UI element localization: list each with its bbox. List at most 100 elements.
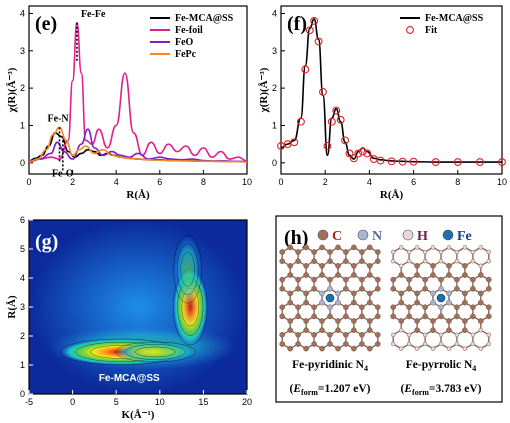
carbon-atom [390, 304, 397, 311]
carbon-atom [327, 258, 333, 265]
x-tick-label: 8 [201, 177, 206, 187]
carbon-atom [327, 276, 333, 283]
carbon-atom [398, 290, 405, 297]
fit-point [398, 157, 407, 166]
contour-line [125, 344, 186, 360]
nitrogen-atom [335, 299, 341, 306]
heatmap-blob-3 [173, 235, 202, 304]
carbon-atom [279, 249, 286, 255]
carbon-atom [287, 299, 294, 306]
nitrogen-atom [327, 285, 333, 292]
x-tick-label: 2 [323, 177, 328, 187]
nitrogen-atom [335, 290, 341, 297]
x-tick-label: 15 [198, 397, 208, 407]
panel-label: (e) [35, 13, 57, 35]
carbon-atom [295, 276, 301, 283]
hydrogen-atom [446, 346, 452, 351]
y-tick-label: 2 [20, 331, 25, 341]
carbon-atom [295, 249, 301, 255]
carbon-atom [311, 276, 317, 283]
atom-legend-h: H [402, 229, 428, 244]
hydrogen-atom [391, 332, 396, 337]
carbon-atom [303, 290, 309, 297]
carbon-atom [390, 285, 397, 292]
carbon-atom [351, 345, 357, 352]
carbon-atom [343, 249, 349, 255]
fit-point [290, 138, 299, 147]
y-tick-label: 1 [20, 360, 25, 370]
panel-e: 0 2 4 6 8 10 0 1 2 3 4 R(Å) χ(R)(Å⁻³) Fe-MCA@SSFe-foi… [6, 5, 252, 201]
hydrogen-atom [414, 245, 420, 250]
carbon-atom [422, 313, 428, 320]
carbon-atom [477, 299, 484, 306]
carbon-atom [477, 318, 484, 324]
series-line-1 [28, 21, 248, 162]
x-tick-label: 20 [242, 397, 252, 407]
legend-marker [406, 26, 414, 34]
carbon-atom [454, 304, 460, 311]
carbon-atom [343, 341, 349, 347]
carbon-atom [351, 327, 357, 334]
carbon-atom [359, 249, 365, 255]
fit-point [332, 106, 341, 115]
carbon-atom [454, 313, 460, 320]
fit-point [358, 147, 367, 156]
carbon-atom [287, 290, 294, 297]
carbon-atom [279, 258, 286, 265]
carbon-atom [398, 299, 405, 306]
carbon-atom [351, 318, 357, 324]
y-tick-label: 2 [272, 83, 277, 93]
fit-point [349, 154, 358, 163]
carbon-atom [335, 318, 341, 324]
carbon-atom [311, 249, 317, 255]
hydrogen-atom [478, 328, 483, 333]
carbon-atom [295, 285, 301, 292]
carbon-atom [390, 276, 397, 283]
carbon-atom [351, 290, 357, 297]
panel-label: (g) [35, 231, 58, 253]
fit-point [310, 16, 319, 25]
y-tick-label: 4 [20, 8, 25, 18]
structure-name-text: Fe-pyrrolic N [406, 359, 473, 371]
hydrogen-atom [391, 341, 396, 347]
fit-point [301, 65, 310, 74]
carbon-atom [477, 290, 484, 297]
peak-annotation: Fe-N [48, 113, 70, 124]
carbon-atom [462, 299, 468, 306]
carbon-atom [279, 285, 286, 292]
hydrogen-atom [422, 341, 428, 347]
y-tick-label: 4 [272, 8, 277, 18]
carbon-atom [311, 285, 317, 292]
contour-line [176, 243, 199, 296]
carbon-atom [462, 327, 468, 334]
carbon-atom [359, 258, 365, 265]
panel-label: (h) [284, 227, 308, 249]
carbon-atom [359, 331, 365, 338]
y-axis-label: χ(R)(Å⁻³) [6, 67, 18, 113]
hydrogen-atom [422, 249, 428, 255]
y-axis-label: χ(R)(Å⁻³) [258, 67, 270, 113]
y-tick-label: 5 [20, 244, 25, 254]
y-tick-label: 3 [20, 46, 25, 56]
carbon-atom [335, 345, 341, 352]
hydrogen-atom [462, 346, 468, 351]
energy-value: =1.207 eV) [318, 383, 371, 395]
carbon-atom [335, 262, 341, 269]
atom-legend-label: H [417, 229, 428, 244]
carbon-atom [430, 318, 436, 324]
carbon-atom [446, 272, 452, 278]
x-tick-label: 10 [497, 177, 507, 187]
hydrogen-atom [399, 346, 404, 351]
fe-atom-icon [442, 229, 454, 241]
x-tick-label: 8 [455, 177, 460, 187]
carbon-atom [351, 299, 357, 306]
carbon-atom [374, 341, 381, 347]
carbon-atom [295, 258, 301, 265]
hydrogen-atom [414, 346, 420, 351]
structure-pyridinic [279, 244, 381, 352]
h-atom-icon [402, 229, 414, 241]
carbon-atom [351, 262, 357, 269]
y-tick-label: 3 [20, 302, 25, 312]
carbon-atom [335, 327, 341, 334]
carbon-atom [438, 276, 444, 283]
